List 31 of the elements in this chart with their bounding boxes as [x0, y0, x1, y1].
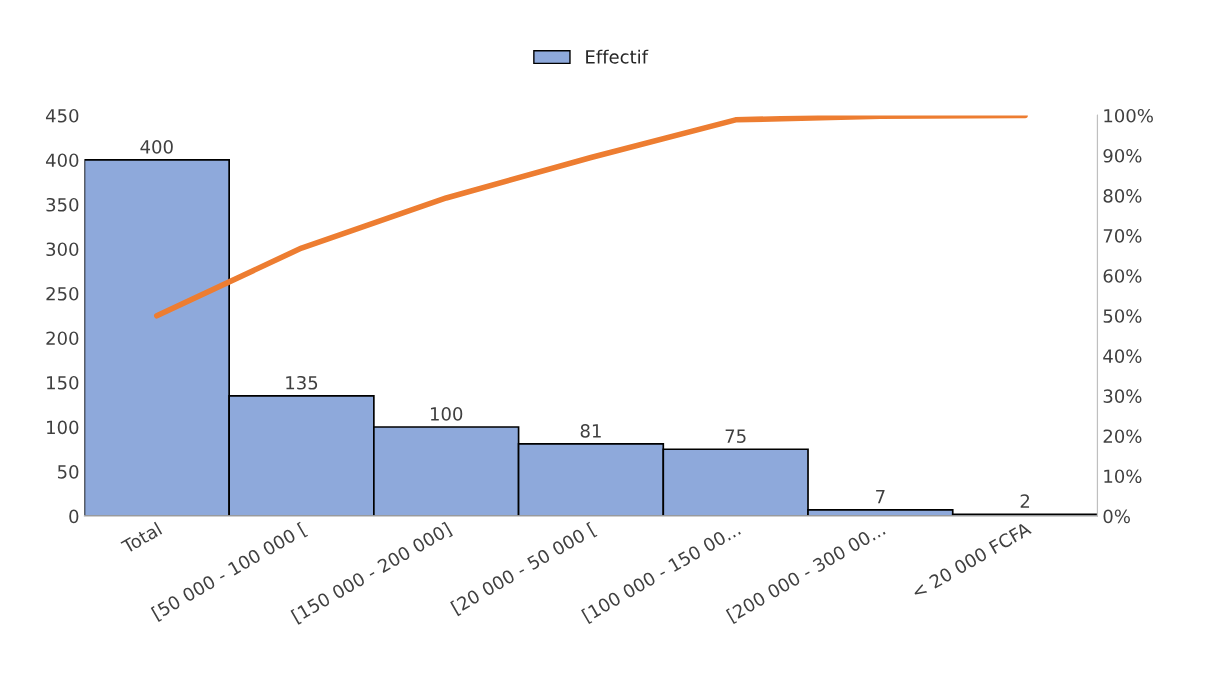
y2-tick-label: 60%	[1103, 269, 1142, 283]
y2-tick-label: 30%	[1103, 389, 1142, 403]
data-label: 135	[286, 375, 318, 390]
y-tick-label: 100	[47, 420, 79, 435]
x-tick-label: Total	[120, 521, 163, 555]
y-tick-label: 50	[57, 464, 79, 479]
y2-tick-label: 20%	[1103, 429, 1142, 444]
y-tick-label: 150	[47, 375, 79, 390]
y2-tick-label: 40%	[1103, 349, 1142, 363]
y2-tick-label: 10%	[1104, 469, 1142, 484]
y-tick-label: 450	[45, 108, 79, 123]
x-tick-label: < 20 000 FCFA	[910, 521, 1032, 599]
y2-tick-label: 90%	[1103, 148, 1142, 163]
y-tick-label: 350	[46, 197, 79, 212]
y-tick-label: 250	[46, 286, 79, 301]
data-label: 2	[1020, 494, 1030, 508]
y2-tick-label: 100%	[1104, 108, 1153, 123]
data-label: 100	[430, 407, 463, 421]
y-tick-label: 400	[45, 153, 79, 168]
data-label: 81	[580, 424, 601, 438]
y2-tick-label: 80%	[1103, 189, 1142, 203]
y-tick-label: 0	[69, 509, 79, 524]
y2-tick-label: 0%	[1103, 509, 1130, 524]
legend-label: Effectif	[586, 49, 649, 64]
data-label: 75	[725, 429, 746, 443]
y2-tick-label: 50%	[1103, 309, 1142, 323]
y-tick-label: 300	[46, 242, 79, 257]
y2-tick-label: 70%	[1103, 229, 1142, 243]
data-label: 7	[876, 490, 885, 504]
y-tick-label: 200	[46, 331, 79, 346]
data-label: 400	[140, 140, 173, 154]
